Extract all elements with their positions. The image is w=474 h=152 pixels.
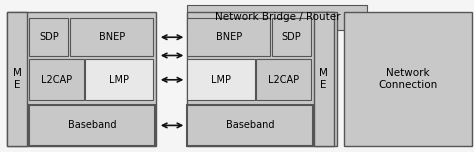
Text: BNEP: BNEP	[99, 32, 125, 42]
Text: Baseband: Baseband	[226, 120, 274, 130]
FancyBboxPatch shape	[70, 18, 153, 56]
FancyBboxPatch shape	[187, 5, 367, 30]
FancyBboxPatch shape	[29, 59, 84, 100]
FancyBboxPatch shape	[85, 59, 153, 100]
Text: LMP: LMP	[109, 75, 129, 85]
Text: Network
Connection: Network Connection	[378, 68, 437, 90]
FancyBboxPatch shape	[314, 12, 334, 146]
Text: M
E: M E	[13, 68, 21, 90]
FancyBboxPatch shape	[7, 12, 27, 146]
Text: M
E: M E	[319, 68, 328, 90]
Text: L2CAP: L2CAP	[41, 75, 72, 85]
FancyBboxPatch shape	[256, 59, 311, 100]
FancyBboxPatch shape	[29, 105, 155, 146]
FancyBboxPatch shape	[187, 12, 337, 146]
Text: SDP: SDP	[39, 32, 59, 42]
Text: SDP: SDP	[282, 32, 301, 42]
FancyBboxPatch shape	[29, 18, 68, 56]
Text: L2CAP: L2CAP	[268, 75, 299, 85]
FancyBboxPatch shape	[187, 105, 313, 146]
FancyBboxPatch shape	[7, 12, 156, 146]
FancyBboxPatch shape	[344, 12, 472, 146]
Text: LMP: LMP	[211, 75, 231, 85]
Text: Network Bridge / Router: Network Bridge / Router	[215, 12, 340, 22]
FancyBboxPatch shape	[272, 18, 311, 56]
Text: Baseband: Baseband	[68, 120, 117, 130]
Text: BNEP: BNEP	[216, 32, 242, 42]
FancyBboxPatch shape	[187, 18, 270, 56]
FancyBboxPatch shape	[187, 59, 255, 100]
